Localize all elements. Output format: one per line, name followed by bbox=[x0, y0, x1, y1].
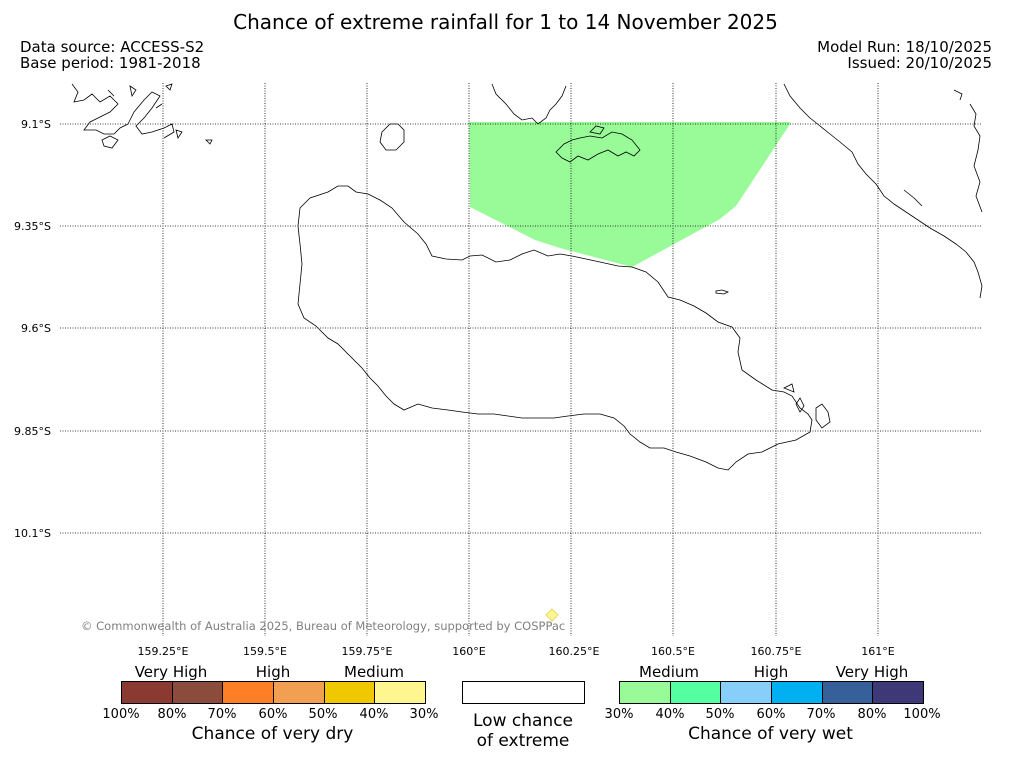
legend-dry-colorbar bbox=[121, 681, 426, 704]
legend-dry-swatch-4 bbox=[324, 682, 376, 703]
legend-dry-tick: 50% bbox=[308, 707, 338, 722]
northwest-coastline bbox=[71, 83, 213, 149]
legend-wet-swatch-5 bbox=[873, 682, 924, 703]
legend-wet-caption: Chance of very wet bbox=[688, 724, 853, 744]
legend-low-chance-box bbox=[462, 681, 585, 704]
legend-dry-medium: Medium bbox=[344, 663, 404, 681]
malaita-coastline bbox=[783, 83, 983, 299]
legend-low-chance-caption: Low chance of extreme bbox=[452, 711, 594, 751]
data-source-text: Data source: ACCESS-S2 bbox=[20, 38, 205, 56]
bom-logo-icon bbox=[545, 608, 559, 622]
lon-label: 160.25°E bbox=[549, 645, 600, 658]
legend-wet-tick: 30% bbox=[604, 707, 634, 722]
legend-dry-swatch-5 bbox=[375, 682, 426, 703]
gridlines bbox=[60, 83, 982, 636]
legend-wet-tick: 70% bbox=[806, 707, 836, 722]
lon-label: 161°E bbox=[861, 645, 894, 658]
issued-text: Issued: 20/10/2025 bbox=[847, 54, 992, 72]
legend-dry-swatch-3 bbox=[274, 682, 325, 703]
legend-wet-colorbar bbox=[619, 681, 924, 704]
legend-wet-medium: Medium bbox=[639, 663, 699, 681]
legend-wet-swatch-3 bbox=[772, 682, 823, 703]
guadalcanal-coastline bbox=[297, 185, 813, 471]
lon-label: 159.5°E bbox=[243, 645, 287, 658]
coastlines bbox=[71, 83, 983, 471]
lat-label: 10.1°S bbox=[14, 527, 51, 540]
map-title: Chance of extreme rainfall for 1 to 14 N… bbox=[233, 10, 778, 34]
legend-wet-tick: 40% bbox=[655, 707, 685, 722]
legend-dry-tick: 30% bbox=[409, 707, 439, 722]
legend-wet-swatch-4 bbox=[822, 682, 874, 703]
model-run-text: Model Run: 18/10/2025 bbox=[817, 38, 992, 56]
legend-dry-caption: Chance of very dry bbox=[191, 724, 354, 744]
legend-dry-tick: 40% bbox=[359, 707, 389, 722]
legend-dry-tick: 80% bbox=[157, 707, 187, 722]
nggela-north-coastline bbox=[491, 83, 567, 125]
data-info: Data source: ACCESS-S2 Base period: 1981… bbox=[20, 39, 204, 71]
lon-label: 160.5°E bbox=[651, 645, 695, 658]
base-period-text: Base period: 1981-2018 bbox=[20, 54, 201, 72]
copyright-text: © Commonwealth of Australia 2025, Bureau… bbox=[81, 619, 566, 633]
legend-wet-swatch-0 bbox=[620, 682, 671, 703]
legend-dry-tick: 100% bbox=[102, 707, 140, 722]
legend-wet-tick: 80% bbox=[857, 707, 887, 722]
legend-wet-swatch-1 bbox=[670, 682, 722, 703]
legend-dry-tick: 70% bbox=[207, 707, 237, 722]
legend-dry-high: High bbox=[255, 663, 291, 681]
legend-wet-high: High bbox=[753, 663, 789, 681]
wet-probability-area bbox=[469, 122, 790, 267]
small-islet-coastline bbox=[715, 289, 730, 295]
legend-dry-very-high: Very High bbox=[134, 663, 208, 681]
legend-dry-tick: 60% bbox=[258, 707, 288, 722]
lat-label: 9.85°S bbox=[14, 425, 51, 438]
legend-wet-tick: 100% bbox=[903, 707, 941, 722]
southeast-islets-coastline bbox=[783, 383, 831, 429]
latitude-labels: 9.1°S 9.35°S 9.6°S 9.85°S 10.1°S bbox=[14, 118, 51, 540]
lat-label: 9.1°S bbox=[21, 118, 51, 131]
legend-wet-swatch-2 bbox=[721, 682, 773, 703]
florida-islands-coastline bbox=[555, 125, 641, 163]
legend-low-line1: Low chance bbox=[473, 711, 573, 731]
legend-dry-swatch-2 bbox=[223, 682, 275, 703]
lon-label: 159.75°E bbox=[342, 645, 393, 658]
legend-wet-very-high: Very High bbox=[835, 663, 909, 681]
savo-island-coastline bbox=[379, 123, 405, 151]
legend-wet-tick: 60% bbox=[756, 707, 786, 722]
run-info: Model Run: 18/10/2025 Issued: 20/10/2025 bbox=[817, 39, 992, 71]
longitude-labels: 159.25°E 159.5°E 159.75°E 160°E 160.25°E… bbox=[138, 645, 895, 658]
legend-wet-tick: 50% bbox=[705, 707, 735, 722]
legend-low-line2: of extreme bbox=[476, 731, 570, 751]
lon-label: 160.75°E bbox=[751, 645, 802, 658]
legend-dry-swatch-0 bbox=[122, 682, 173, 703]
lat-label: 9.6°S bbox=[21, 322, 51, 335]
lon-label: 160°E bbox=[452, 645, 485, 658]
legend-dry-swatch-1 bbox=[172, 682, 224, 703]
lon-label: 159.25°E bbox=[138, 645, 189, 658]
lat-label: 9.35°S bbox=[14, 220, 51, 233]
